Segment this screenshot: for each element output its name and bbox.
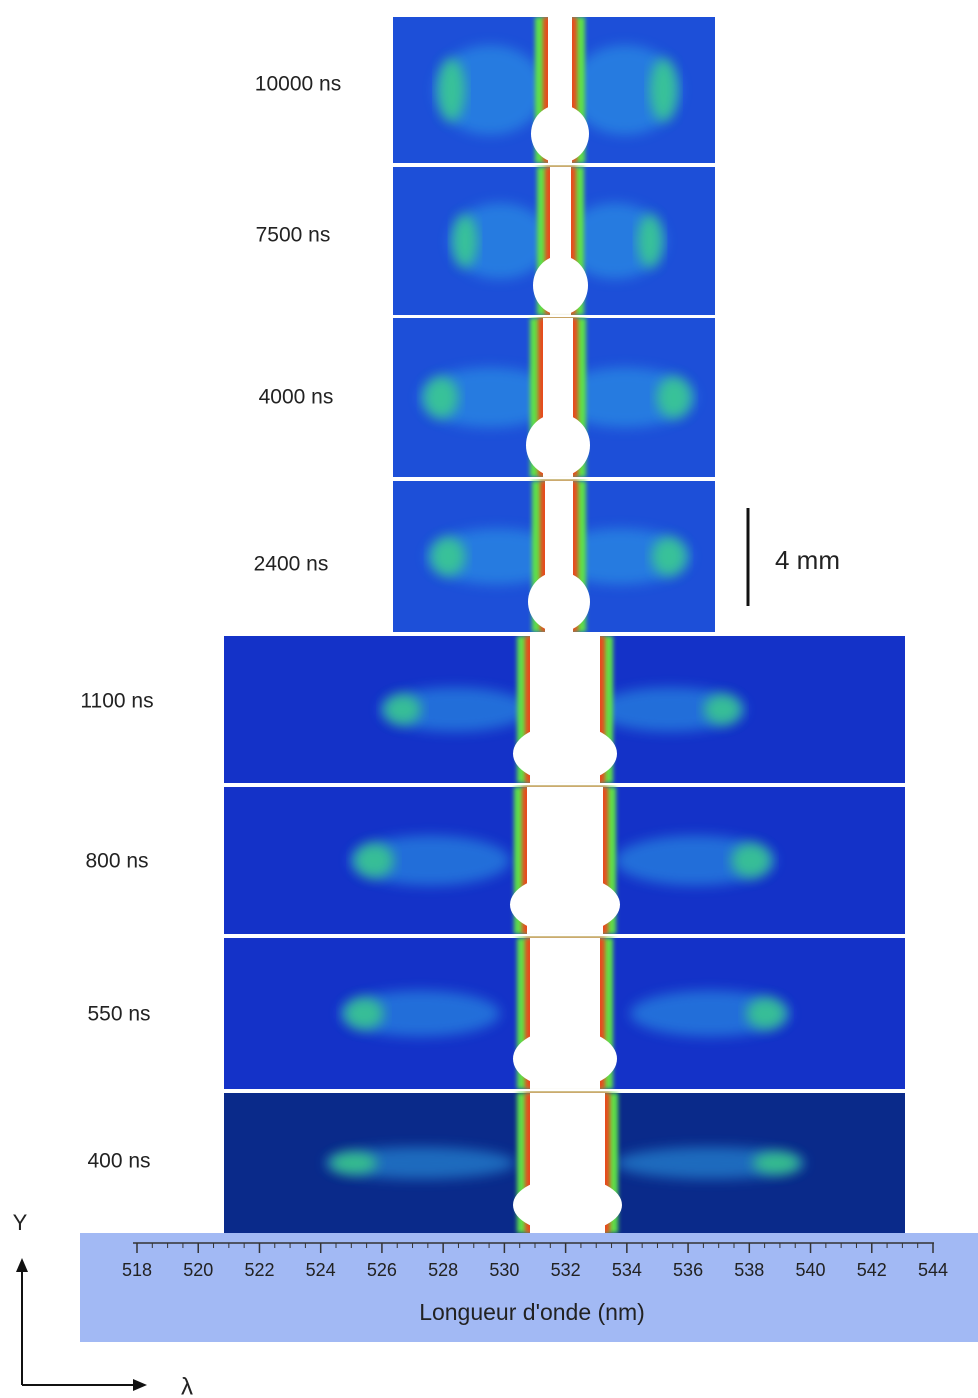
axis-title: Longueur d'onde (nm) — [419, 1299, 645, 1325]
time-label: 800 ns — [85, 850, 148, 873]
tick-label: 536 — [673, 1260, 703, 1280]
emission-edge — [383, 694, 422, 725]
tick-label: 530 — [489, 1260, 519, 1280]
tick-label: 518 — [122, 1260, 152, 1280]
tick-label: 542 — [857, 1260, 887, 1280]
laser-core — [513, 1028, 617, 1090]
emission-edge — [746, 997, 786, 1030]
emission-glow — [615, 1147, 805, 1179]
time-label: 10000 ns — [255, 73, 341, 96]
emission-edge — [329, 1151, 378, 1175]
laser-core — [531, 104, 589, 163]
emission-glow — [325, 1147, 515, 1179]
emission-glow — [380, 687, 530, 732]
laser-core — [513, 724, 617, 783]
laser-core — [528, 571, 590, 632]
emission-edge — [649, 58, 678, 122]
time-label: 550 ns — [87, 1003, 150, 1026]
spectral-image — [224, 1093, 905, 1233]
time-label: 400 ns — [87, 1150, 150, 1173]
emission-glow — [555, 367, 695, 428]
emission-glow — [350, 835, 510, 886]
time-label: 7500 ns — [256, 224, 331, 247]
emission-edge — [430, 536, 466, 577]
panel-border — [393, 315, 715, 317]
emission-edge — [354, 843, 394, 878]
time-label: 1100 ns — [80, 690, 153, 713]
y-arrow-head — [16, 1258, 28, 1272]
tick-label: 540 — [796, 1260, 826, 1280]
spectral-image — [393, 318, 715, 478]
panel-border — [393, 477, 715, 479]
tick-label: 538 — [734, 1260, 764, 1280]
spectral-image — [393, 17, 715, 163]
emission-glow — [340, 990, 500, 1037]
emission-edge — [752, 1151, 801, 1175]
spectral-image — [224, 938, 905, 1090]
panel-border — [393, 163, 715, 165]
emission-edge — [344, 997, 384, 1030]
spectral-image — [393, 167, 715, 315]
emission-edge — [452, 214, 478, 268]
emission-glow — [435, 45, 545, 135]
x-arrow-head — [133, 1379, 147, 1391]
emission-glow — [595, 687, 745, 732]
x-symbol: λ — [181, 1373, 193, 1398]
emission-glow — [630, 990, 790, 1037]
tick-label: 534 — [612, 1260, 642, 1280]
scale-bar-label: 4 mm — [775, 545, 840, 575]
spectral-image — [393, 481, 715, 632]
emission-edge — [703, 694, 742, 725]
emission-edge — [651, 536, 687, 577]
laser-core — [513, 1177, 622, 1233]
axis-band — [80, 1233, 978, 1342]
ticks: 518 520 522 524 526 528 530 532 534 536 538 540 542 5… — [122, 1243, 948, 1280]
panel-border — [393, 632, 715, 634]
laser-core — [526, 413, 590, 478]
emission-edge — [423, 376, 459, 419]
panel-border — [224, 783, 905, 785]
time-label: 2400 ns — [254, 553, 329, 576]
tick-label: 544 — [918, 1260, 948, 1280]
tick-label: 528 — [428, 1260, 458, 1280]
time-label: 4000 ns — [259, 386, 334, 409]
emission-edge — [637, 214, 663, 268]
emission-glow — [615, 835, 775, 886]
tick-label: 520 — [183, 1260, 213, 1280]
tick-label: 532 — [551, 1260, 581, 1280]
panel-border — [224, 1089, 905, 1091]
laser-core — [533, 255, 588, 315]
y-symbol: Y — [13, 1210, 28, 1235]
emission-glow — [420, 367, 560, 428]
emission-edge — [656, 376, 692, 419]
spectral-image — [224, 787, 905, 934]
emission-glow — [565, 203, 665, 279]
laser-core — [510, 875, 620, 934]
emission-glow — [450, 203, 550, 279]
emission-edge — [437, 58, 466, 122]
tick-label: 524 — [306, 1260, 336, 1280]
emission-glow — [570, 45, 680, 135]
emission-edge — [731, 843, 771, 878]
panels — [224, 17, 905, 1235]
tick-label: 522 — [244, 1260, 274, 1280]
spectral-image — [224, 636, 905, 783]
panel-border — [224, 934, 905, 936]
tick-label: 526 — [367, 1260, 397, 1280]
